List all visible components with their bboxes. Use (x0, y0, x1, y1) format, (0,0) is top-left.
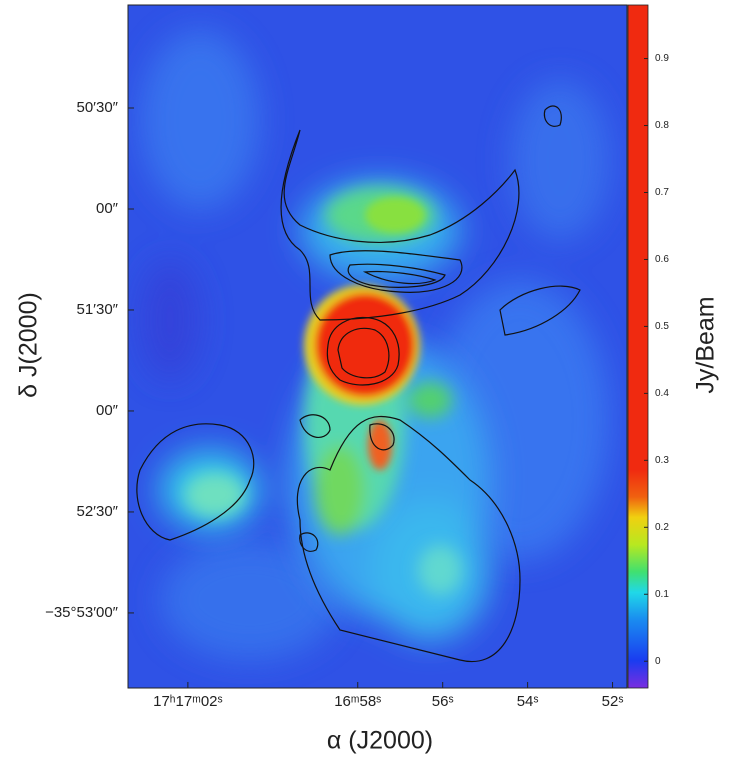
contour (337, 327, 390, 379)
contour (543, 105, 562, 127)
y-tick-label: 50′30″ (77, 99, 119, 116)
plot-frame (127, 4, 628, 689)
contour (326, 316, 400, 386)
y-tick-label: 52′30″ (77, 503, 119, 520)
y-tick-label: −35°53′00″ (45, 604, 119, 621)
x-tick-label: 52ˢ (602, 693, 624, 710)
y-tick-label: 51′30″ (77, 301, 119, 318)
colorbar-tick-label: 0.5 (655, 321, 669, 332)
contour (280, 129, 520, 321)
x-tick-label: 16ᵐ58ˢ (334, 693, 381, 710)
colorbar-tick-label: 0 (655, 656, 661, 667)
colorbar (627, 4, 649, 689)
colorbar-label: Jy/Beam (692, 296, 720, 393)
colorbar-tick-label: 0.2 (655, 522, 669, 533)
sky-image (128, 5, 627, 688)
contour (299, 532, 319, 552)
contour (347, 263, 446, 288)
y-tick-label: 00″ (96, 200, 119, 217)
contour (136, 423, 255, 541)
colorbar-tick-label: 0.7 (655, 187, 669, 198)
contour (329, 250, 463, 293)
colorbar-tick-label: 0.1 (655, 589, 669, 600)
colorbar-tick-label: 0.9 (655, 53, 669, 64)
x-tick-label: 56ˢ (432, 693, 454, 710)
colorbar-tick-label: 0.6 (655, 254, 669, 265)
y-axis-label: δ J(2000) (15, 292, 43, 398)
colorbar-tick-label: 0.4 (655, 388, 669, 399)
contour (362, 270, 437, 285)
colorbar-tick-label: 0.3 (655, 455, 669, 466)
contour (369, 423, 395, 451)
x-tick-label: 17ʰ17ᵐ02ˢ (153, 693, 223, 710)
contour (296, 416, 521, 663)
y-tick-label: 00″ (96, 402, 119, 419)
x-tick-label: 54ˢ (517, 693, 539, 710)
x-axis-label: α (J2000) (327, 727, 433, 755)
contour (499, 285, 581, 336)
contour (299, 414, 331, 438)
colorbar-tick-label: 0.8 (655, 120, 669, 131)
